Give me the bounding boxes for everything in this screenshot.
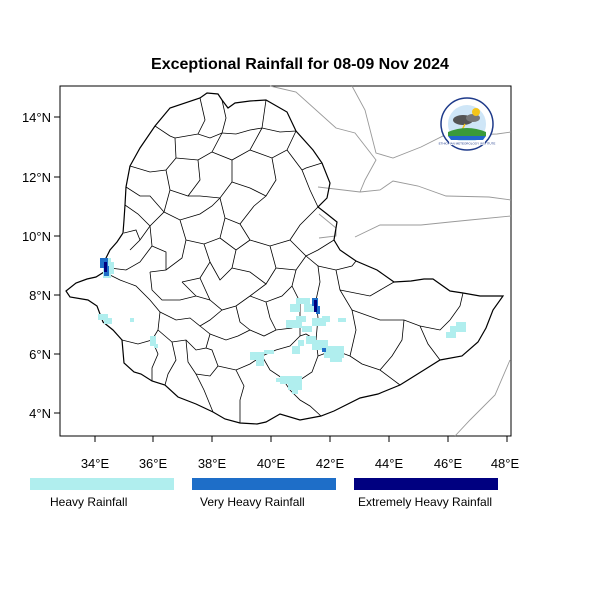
map-frame (59, 85, 512, 437)
page-title: Exceptional Rainfall for 08-09 Nov 2024 (151, 56, 449, 73)
y-tick-labels: 14°N 12°N 10°N 8°N 6°N 4°N (22, 110, 51, 421)
extremely-heavy-rainfall-areas (104, 262, 317, 312)
x-axis (94, 436, 508, 442)
x-tick-label: 46°E (434, 456, 463, 471)
y-axis (54, 116, 60, 414)
legend-label-extremely-heavy: Extremely Heavy Rainfall (358, 495, 493, 509)
x-tick-label: 36°E (139, 456, 168, 471)
legend-label-heavy: Heavy Rainfall (50, 495, 128, 509)
legend-label-very-heavy: Very Heavy Rainfall (200, 495, 305, 509)
x-tick-label: 40°E (257, 456, 286, 471)
x-tick-label: 34°E (81, 456, 110, 471)
ethiopian-meteorology-institute-logo-icon: ETHIOPIAN METEOROLOGY INSTITUTE (439, 97, 496, 151)
y-tick-label: 8°N (29, 288, 51, 303)
heavy-rainfall-areas (98, 258, 466, 394)
y-tick-label: 6°N (29, 347, 51, 362)
legend-swatch-heavy (30, 478, 174, 490)
svg-text:ETHIOPIAN METEOROLOGY INSTITUT: ETHIOPIAN METEOROLOGY INSTITUTE (439, 142, 496, 146)
x-tick-label: 38°E (198, 456, 227, 471)
neighbor-borders (269, 85, 512, 437)
y-tick-label: 12°N (22, 170, 51, 185)
x-tick-label: 42°E (316, 456, 345, 471)
y-tick-label: 14°N (22, 110, 51, 125)
x-tick-label: 48°E (491, 456, 520, 471)
legend-swatch-extremely-heavy (354, 478, 498, 490)
x-tick-labels: 34°E 36°E 38°E 40°E 42°E 44°E 46°E 48°E (81, 456, 520, 471)
x-tick-label: 44°E (375, 456, 404, 471)
y-tick-label: 10°N (22, 229, 51, 244)
legend-swatch-very-heavy (192, 478, 336, 490)
y-tick-label: 4°N (29, 406, 51, 421)
ethiopia-border (65, 92, 505, 425)
zone-boundaries (103, 97, 464, 423)
